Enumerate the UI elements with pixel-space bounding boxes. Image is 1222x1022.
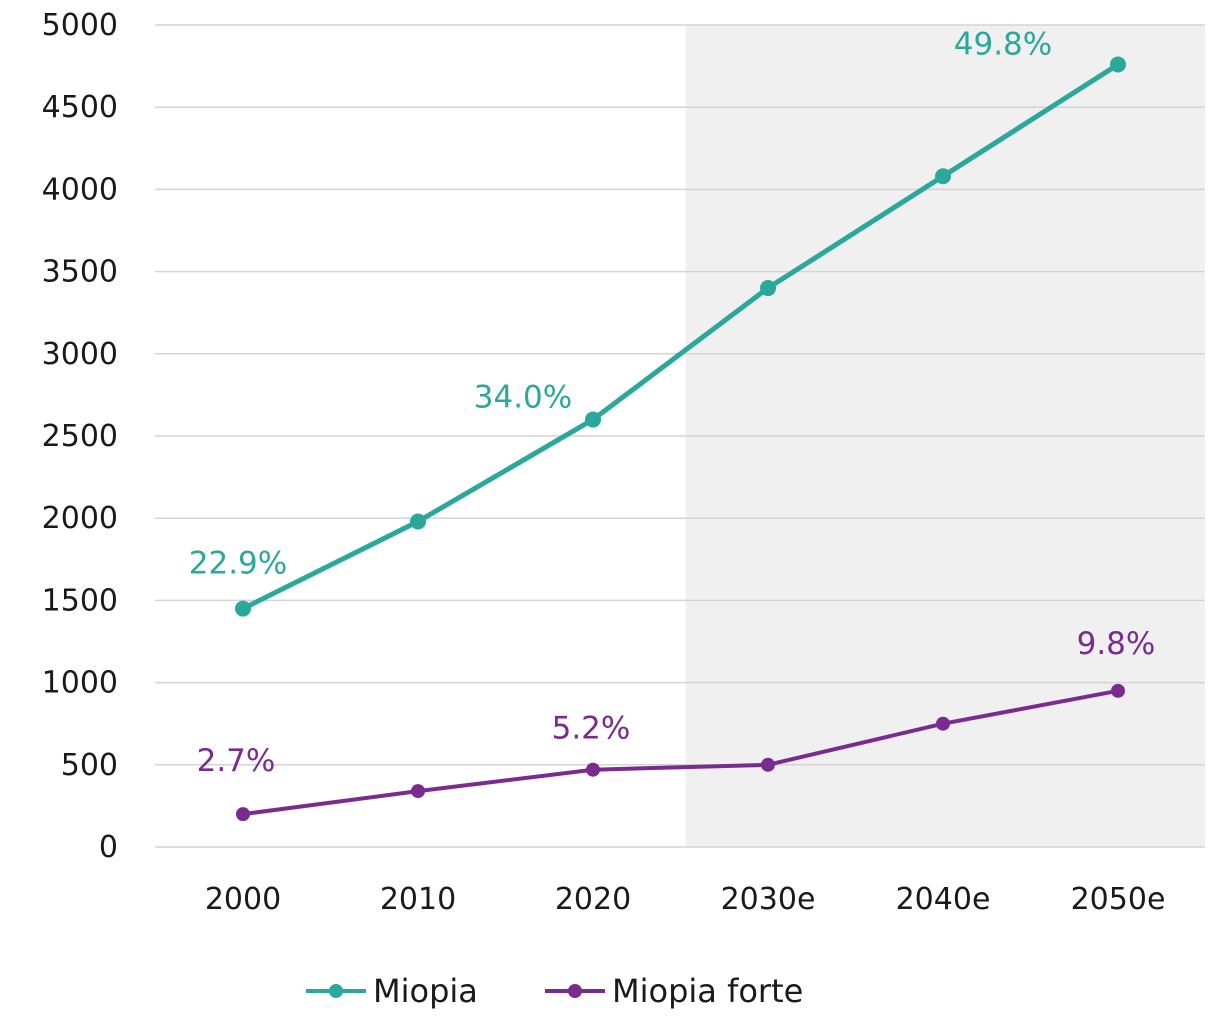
x-tick-label: 2020: [555, 882, 631, 917]
data-point: [586, 762, 600, 777]
y-tick-label: 1000: [42, 666, 118, 701]
data-point: [760, 280, 776, 297]
data-label: 2.7%: [197, 743, 276, 779]
legend-item: Miopia: [306, 972, 478, 1010]
y-tick-label: 5000: [42, 8, 118, 43]
series-1: [235, 56, 1126, 617]
x-axis: 2000 2010 2020 2030e 2040e 2050e: [205, 882, 1166, 917]
data-point: [411, 784, 425, 799]
legend-swatch-marker: [568, 984, 582, 998]
data-label: 34.0%: [474, 380, 572, 416]
data-point: [761, 757, 775, 772]
y-tick-label: 3500: [42, 255, 118, 290]
legend-label: Miopia: [373, 972, 478, 1010]
data-label: 5.2%: [552, 711, 631, 747]
y-tick-label: 500: [61, 748, 118, 783]
data-point: [585, 411, 601, 428]
legend-swatch-marker: [329, 984, 343, 998]
x-tick-label: 2010: [380, 882, 456, 917]
data-point: [235, 600, 251, 617]
series-line: [241, 688, 1120, 817]
y-tick-label: 2500: [42, 419, 118, 454]
y-tick-label: 4000: [42, 172, 118, 207]
y-axis: 0 500 1000 1500 2000 2500 3000 3500 4000 4500 5000: [42, 8, 118, 865]
y-tick-label: 1500: [42, 583, 118, 618]
gridlines: [155, 24, 1205, 848]
legend-item: Miopia forte: [545, 972, 803, 1010]
data-point: [1111, 683, 1125, 698]
y-tick-label: 0: [99, 830, 118, 865]
data-point: [936, 716, 950, 731]
series-line: [240, 61, 1121, 612]
data-label: 22.9%: [189, 546, 287, 582]
y-tick-label: 3000: [42, 337, 118, 372]
y-tick-label: 4500: [42, 90, 118, 125]
y-tick-label: 2000: [42, 501, 118, 536]
data-label: 49.8%: [954, 26, 1052, 62]
x-tick-label: 2030e: [721, 882, 816, 917]
x-tick-label: 2000: [205, 882, 281, 917]
series-layer: [235, 56, 1126, 822]
data-point: [410, 513, 426, 530]
legend-label: Miopia forte: [612, 972, 803, 1010]
legend: Miopia Miopia forte: [306, 972, 803, 1010]
data-point: [1110, 56, 1126, 73]
x-tick-label: 2040e: [896, 882, 991, 917]
data-point: [236, 807, 250, 822]
series-2: [236, 683, 1125, 822]
data-label: 9.8%: [1077, 626, 1156, 662]
data-labels: 22.9% 34.0% 49.8% 2.7% 5.2% 9.8%: [189, 26, 1156, 779]
x-tick-label: 2050e: [1071, 882, 1166, 917]
data-point: [935, 168, 951, 185]
